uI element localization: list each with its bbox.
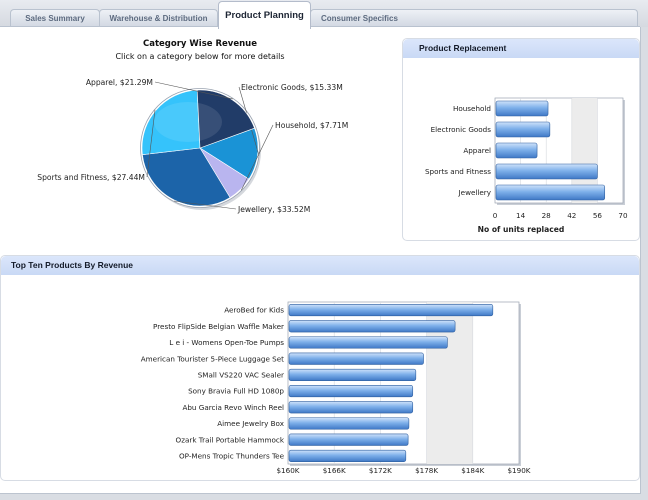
top-ten-category-label: Aimee Jewelry Box	[217, 419, 284, 428]
top-ten-bar-l-e-i-womens-open-toe-pumps[interactable]	[288, 336, 448, 349]
product-replacement-chart: Household Electronic Goods Apparel Sports a…	[425, 97, 628, 234]
tab-bar: Sales Summary Warehouse & Distribution P…	[0, 0, 648, 29]
pie-label-electronic-goods[interactable]: Electronic Goods, $15.33M	[241, 83, 343, 92]
pie-slice-jewellery[interactable]	[142, 147, 231, 207]
tab-product-planning[interactable]: Product Planning	[218, 1, 311, 29]
pie-slice-electronic-goods[interactable]	[199, 127, 259, 180]
top-ten-bar-presto-flipside-belgian-waffle-maker[interactable]	[288, 320, 456, 333]
top-ten-tick-label: $184K	[461, 466, 484, 475]
top-ten-category-label: Sony Bravia Full HD 1080p	[188, 387, 284, 396]
pie-label-apparel[interactable]: Apparel, $21.29M	[86, 78, 153, 87]
top-ten-tick-label: $166K	[323, 466, 346, 475]
pie-leader-line	[154, 81, 233, 100]
pie-leader-line	[241, 124, 274, 191]
tab-content: Category Wise Revenue Click on a categor…	[0, 27, 641, 494]
tab-underline	[0, 26, 640, 27]
top-ten-chart: AeroBed for Kids Presto FlipSide Belgian …	[141, 301, 531, 475]
top-ten-bar-op-mens-tropic-thunders-tee[interactable]	[288, 449, 407, 462]
pie-label-jewellery[interactable]: Jewellery, $33.52M	[237, 205, 310, 214]
top-ten-category-label: OP-Mens Tropic Thunders Tee	[179, 452, 285, 461]
pie-leader-line	[174, 200, 237, 210]
replacement-category-label: Jewellery	[458, 188, 492, 197]
pie-label-sports-and-fitness[interactable]: Sports and Fitness, $27.44M	[37, 173, 145, 182]
replacement-tick-label: 42	[567, 211, 576, 220]
replacement-tick-label: 14	[516, 211, 526, 220]
top-ten-category-label: Ozark Trail Portable Hammock	[176, 435, 285, 444]
replacement-bar-jewellery[interactable]	[495, 184, 606, 201]
replacement-category-label: Sports and Fitness	[425, 167, 491, 176]
top-ten-bar-aimee-jewelry-box[interactable]	[288, 417, 410, 430]
top-ten-panel: Top Ten Products By Revenue AeroBed for …	[0, 255, 640, 481]
top-ten-bar-american-tourister-5-piece-luggage-set[interactable]	[288, 352, 424, 365]
top-ten-bar-aerobed-for-kids[interactable]	[288, 304, 494, 317]
top-ten-category-label: Abu Garcia Revo Winch Reel	[182, 403, 284, 412]
replacement-category-label: Apparel	[463, 146, 491, 155]
top-ten-tick-label: $190K	[507, 466, 530, 475]
top-ten-bar-sony-bravia-full-hd-1080p[interactable]	[288, 385, 414, 398]
pie-slice-sports-and-fitness[interactable]	[141, 89, 201, 156]
tab-sales-summary[interactable]: Sales Summary	[10, 9, 100, 26]
replacement-bar-apparel[interactable]	[495, 142, 538, 159]
pie-label-household[interactable]: Household, $7.71M	[275, 121, 348, 130]
replacement-bar-electronic-goods[interactable]	[495, 121, 551, 138]
replacement-tick-label: 56	[593, 211, 603, 220]
product-replacement-title: Product Replacement	[403, 39, 639, 58]
replacement-tick-label: 70	[618, 211, 628, 220]
pie-leader-line	[146, 109, 156, 178]
top-ten-category-label: Presto FlipSide Belgian Waffle Maker	[153, 322, 284, 331]
top-ten-bar-small-vs220-vac-sealer[interactable]	[288, 368, 417, 381]
replacement-category-label: Household	[453, 104, 491, 113]
tab-warehouse-distribution[interactable]: Warehouse & Distribution	[99, 9, 218, 26]
top-ten-category-label: AeroBed for Kids	[224, 306, 284, 315]
top-ten-category-label: American Tourister 5-Piece Luggage Set	[141, 354, 284, 363]
top-ten-bar-ozark-trail-portable-hammock[interactable]	[288, 433, 409, 446]
replacement-x-axis-title: No of units replaced	[478, 225, 565, 234]
replacement-category-label: Electronic Goods	[431, 125, 492, 134]
top-ten-category-label: SMall VS220 VAC Sealer	[198, 371, 284, 380]
replacement-tick-label: 0	[493, 211, 498, 220]
pie-highlight	[154, 102, 222, 142]
top-ten-category-label: L e i - Womens Open-Toe Pumps	[169, 338, 284, 347]
category-chart-title: Category Wise Revenue	[143, 39, 257, 49]
replacement-bar-household[interactable]	[495, 100, 549, 117]
top-ten-bar-abu-garcia-revo-winch-reel[interactable]	[288, 401, 414, 414]
top-ten-title: Top Ten Products By Revenue	[1, 256, 639, 275]
top-ten-tick-label: $172K	[369, 466, 392, 475]
category-revenue-chart: Category Wise Revenue Click on a categor…	[37, 39, 348, 214]
replacement-bar-sports-and-fitness[interactable]	[495, 163, 598, 180]
top-ten-tick-label: $178K	[415, 466, 438, 475]
replacement-tick-label: 28	[542, 211, 552, 220]
tab-consumer-specifics[interactable]: Consumer Specifics	[310, 9, 638, 26]
top-ten-tick-label: $160K	[276, 466, 299, 475]
pie-slice-apparel[interactable]	[196, 89, 255, 149]
category-chart-subtitle: Click on a category below for more detai…	[115, 52, 284, 61]
product-replacement-panel: Product Replacement Household Electronic …	[402, 38, 640, 241]
